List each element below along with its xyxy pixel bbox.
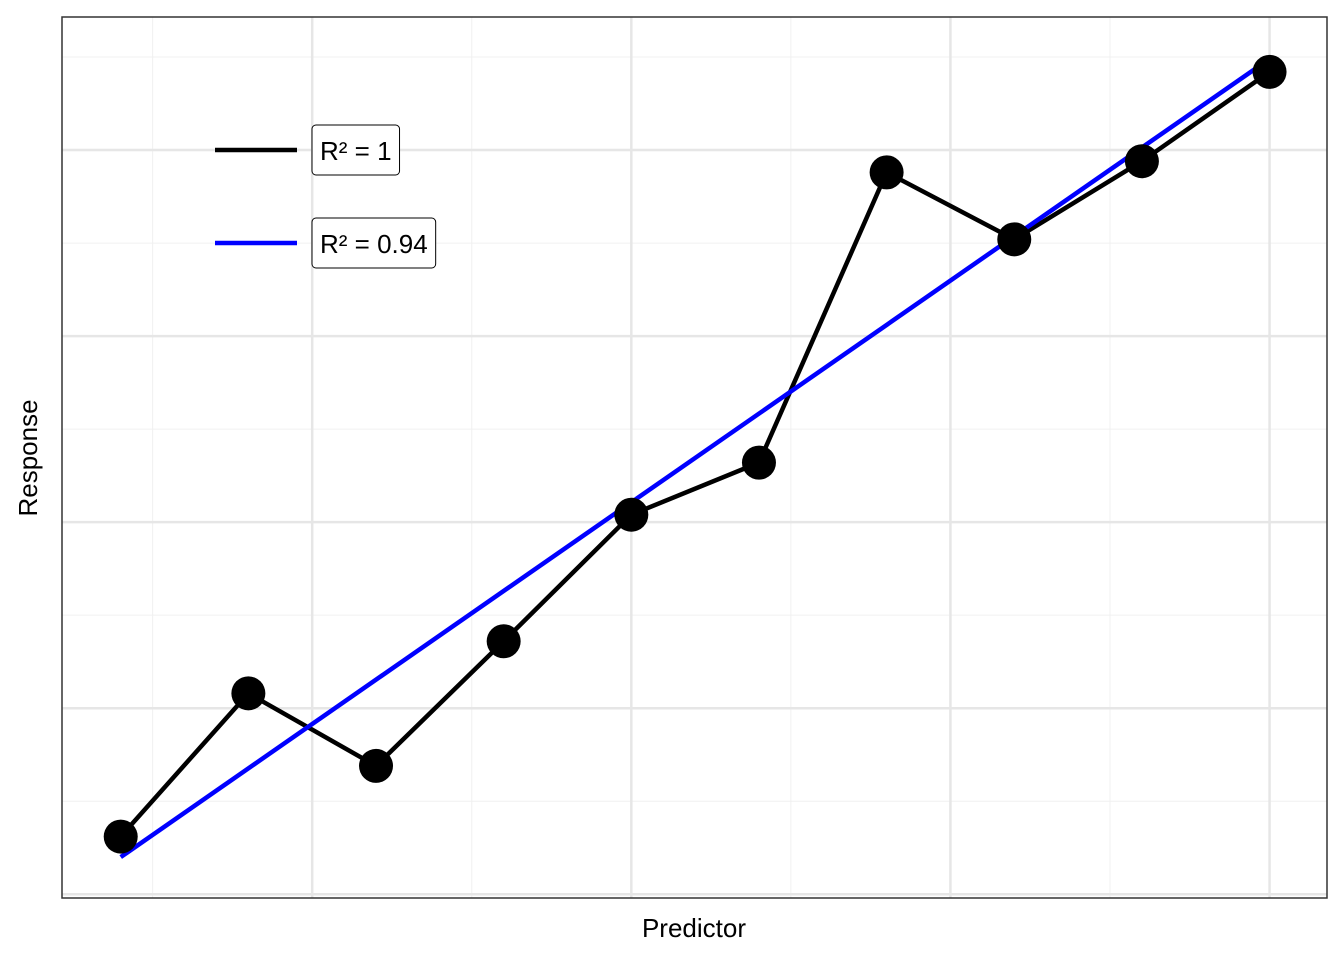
data-point (869, 155, 904, 190)
panel-border (61, 16, 1328, 899)
data-point (614, 497, 649, 532)
plot-area (103, 54, 1287, 859)
data-point (1124, 144, 1159, 179)
data-point (103, 819, 138, 854)
data-point (486, 624, 521, 659)
x-axis-label: Predictor (642, 913, 746, 943)
y-axis-label: Response (13, 399, 43, 516)
legend-label: R² = 0.94 (320, 229, 428, 259)
data-point (231, 676, 266, 711)
data-point (1252, 54, 1287, 89)
grid (62, 17, 1327, 898)
series-line (119, 57, 1271, 859)
data-point (741, 445, 776, 480)
legend-label: R² = 1 (320, 136, 392, 166)
series-line (119, 70, 1271, 839)
legend-box (311, 217, 437, 269)
legend: R² = 1 R² = 0.94 (215, 124, 437, 269)
legend-box (311, 124, 401, 176)
data-point (359, 748, 394, 783)
data-point (997, 222, 1032, 257)
